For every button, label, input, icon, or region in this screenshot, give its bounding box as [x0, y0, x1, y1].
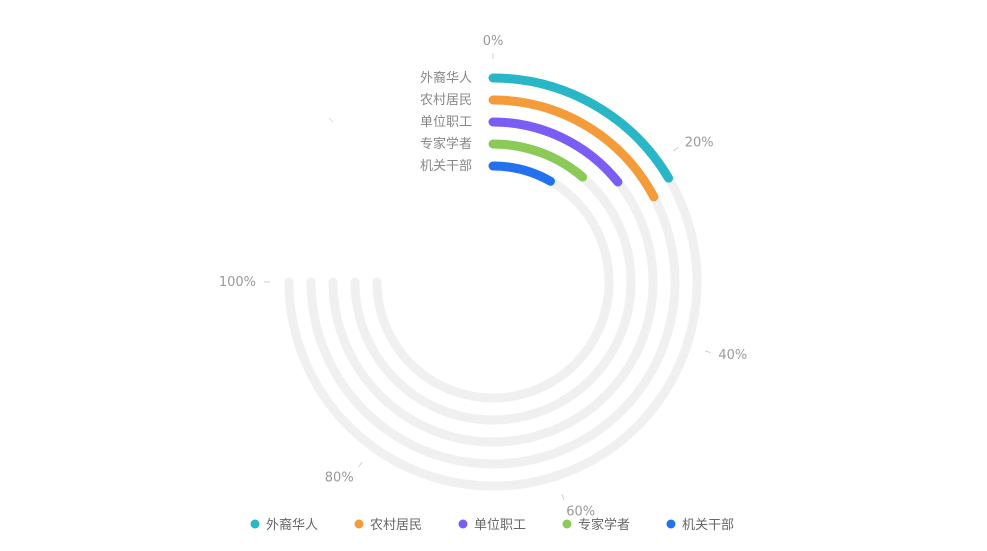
bar-3[interactable]: [488, 117, 623, 187]
legend-label: 机关干部: [682, 518, 734, 533]
axis-tick-label: 80%: [325, 471, 354, 486]
legend-marker: [458, 519, 468, 529]
axis-tick-label: 60%: [566, 504, 595, 519]
legend-item[interactable]: 专家学者: [562, 517, 631, 533]
bar-layer: [488, 73, 674, 202]
legend-item[interactable]: 农村居民: [354, 518, 423, 533]
axis-tick-label: 20%: [685, 136, 714, 151]
legend-label: 单位职工: [474, 518, 526, 533]
track-ring: [372, 161, 614, 403]
category-label: 专家学者: [420, 136, 472, 152]
legend-marker: [354, 519, 364, 529]
category-label: 外裔华人: [420, 70, 472, 86]
legend-marker: [666, 519, 676, 529]
legend[interactable]: 外裔华人 农村居民 单位职工 专家学者 机关干部: [250, 517, 735, 533]
category-label: 机关干部: [420, 159, 472, 174]
bar-4[interactable]: [488, 139, 588, 182]
bar-5[interactable]: [488, 161, 555, 186]
legend-marker: [562, 519, 572, 529]
legend-label: 专家学者: [578, 517, 630, 533]
bar-2[interactable]: [488, 95, 659, 202]
category-label: 农村居民: [420, 93, 472, 108]
track-ring: [350, 139, 636, 425]
category-label: 单位职工: [420, 115, 472, 130]
axis-tick-label: 40%: [718, 348, 747, 363]
axis-tick-mark: [561, 493, 565, 500]
axis-minor-tick: [328, 117, 334, 123]
axis-tick-layer: 0% 20% 40% 60% 80% 100%: [219, 34, 747, 519]
axis-tick-mark: [673, 146, 679, 152]
legend-label: 外裔华人: [266, 517, 318, 533]
axis-tick-label: 100%: [219, 275, 256, 290]
legend-marker: [250, 519, 260, 529]
axis-tick-mark: [704, 350, 711, 354]
axis-tick-label: 0%: [483, 34, 504, 49]
legend-item[interactable]: 机关干部: [666, 518, 735, 533]
bar-1[interactable]: [488, 73, 674, 183]
axis-tick-mark: [357, 462, 363, 468]
legend-item[interactable]: 外裔华人: [250, 517, 319, 533]
legend-item[interactable]: 单位职工: [458, 518, 527, 533]
legend-label: 农村居民: [370, 518, 422, 533]
